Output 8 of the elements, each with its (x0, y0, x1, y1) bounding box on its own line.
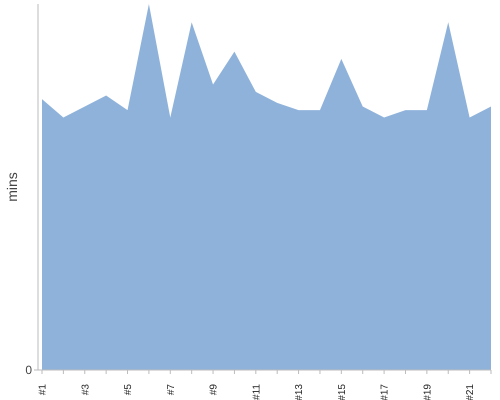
x-tick-label: #1 (38, 384, 48, 396)
x-tick-label: #11 (251, 384, 262, 400)
y-axis-title: mins (4, 172, 20, 202)
x-tick-label: #7 (166, 384, 177, 396)
x-tick-label: #9 (208, 384, 220, 396)
x-tick-label: #5 (123, 384, 134, 396)
x-tick-label: #3 (80, 384, 92, 396)
text: 0 (25, 363, 32, 378)
